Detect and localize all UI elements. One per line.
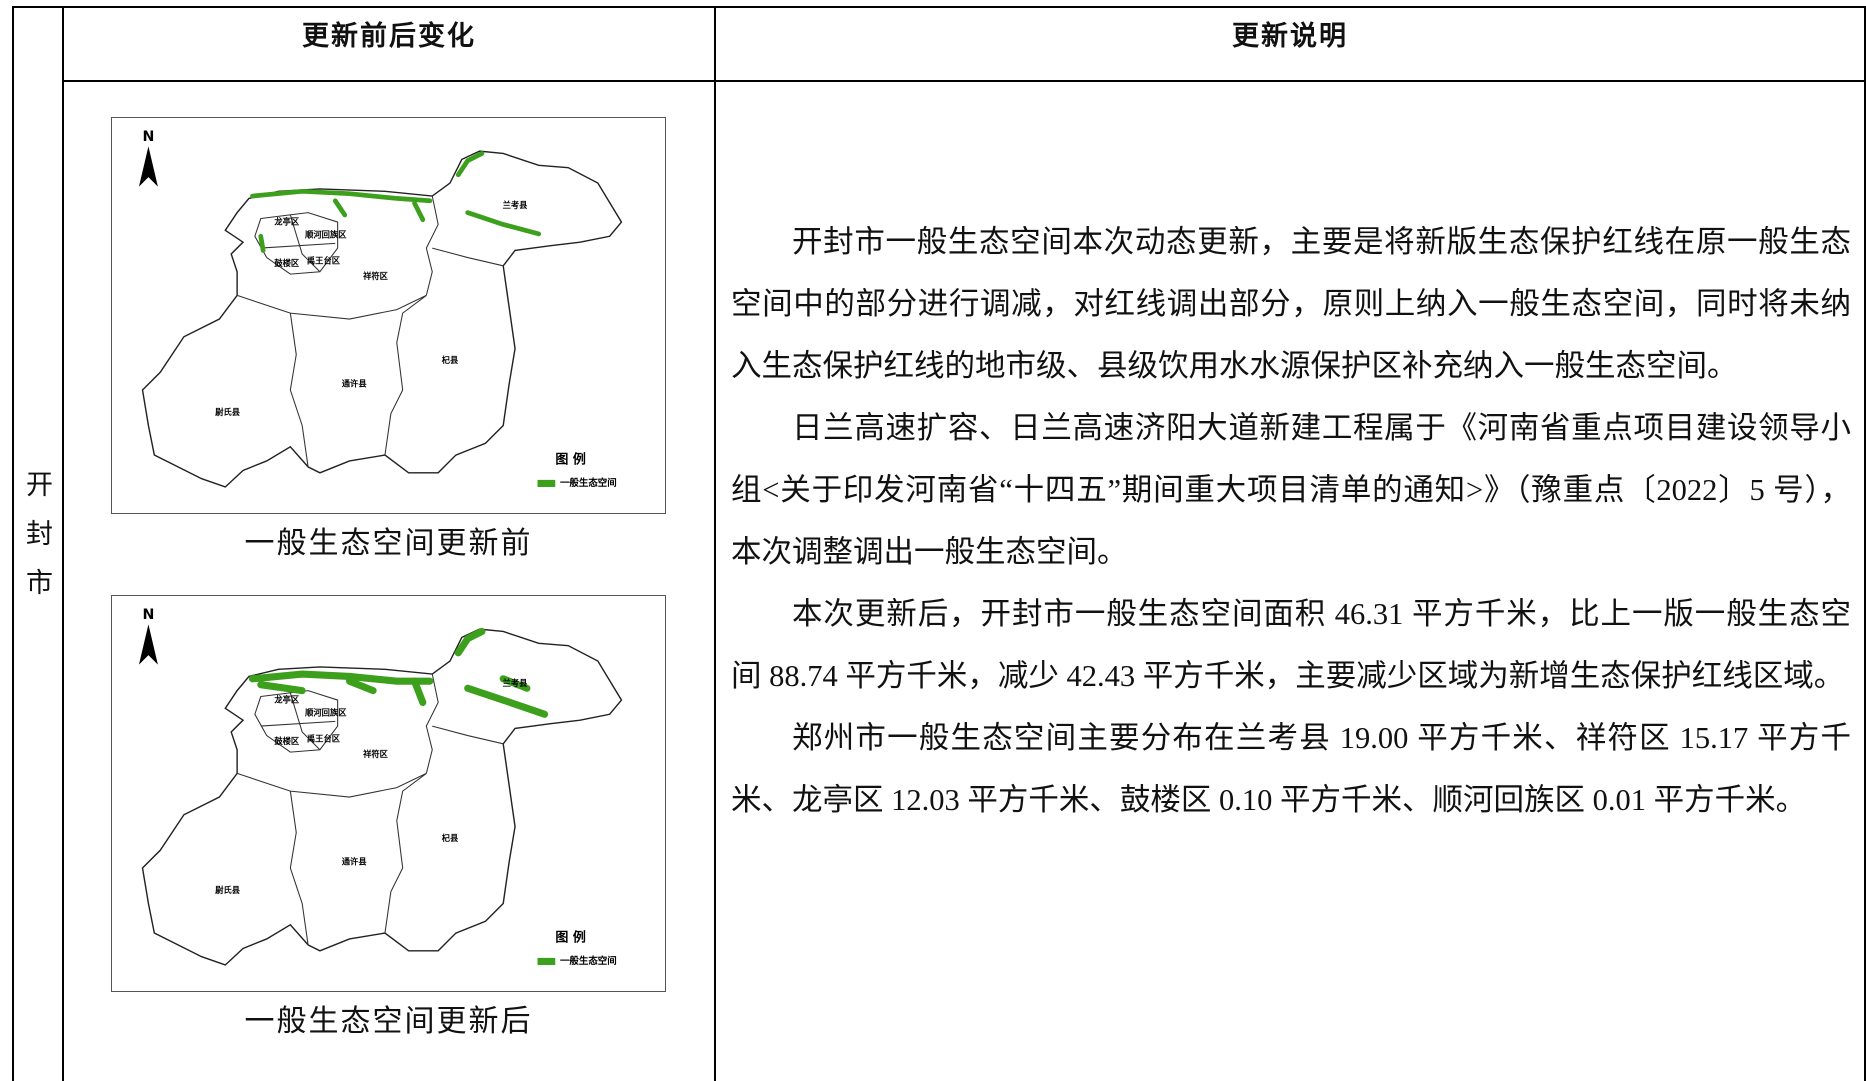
north-arrow xyxy=(138,624,158,665)
eco-space xyxy=(332,198,348,218)
district-border xyxy=(432,725,504,745)
paragraph: 郑州市一般生态空间主要分布在兰考县 19.00 平方千米、祥符区 15.17 平… xyxy=(731,721,1851,817)
legend-title: 图 例 xyxy=(555,929,586,945)
eco-space xyxy=(345,677,377,695)
eco-space xyxy=(465,210,542,237)
eco-space xyxy=(412,200,426,223)
district-border xyxy=(236,294,427,320)
header-cell: 更新说明 xyxy=(1232,21,1348,51)
map-label: 顺河回族区 xyxy=(305,708,347,718)
district-border xyxy=(289,214,321,273)
eco-space xyxy=(454,627,486,657)
north-arrow xyxy=(138,146,158,187)
map-outline xyxy=(141,628,623,966)
map-label: 杞县 xyxy=(442,355,459,365)
map-label: 尉氏县 xyxy=(215,407,240,417)
district-border xyxy=(425,673,439,774)
table-border xyxy=(1864,6,1866,1081)
legend-item: 一般生态空间 xyxy=(560,477,617,489)
eco-space xyxy=(258,233,266,253)
paragraph: 本次更新后，开封市一般生态空间面积 46.31 平方千米，比上一版一般生态空间 … xyxy=(731,597,1851,693)
district-border xyxy=(432,247,504,267)
map-label: 龙亭区 xyxy=(273,217,300,227)
district-border xyxy=(260,720,336,727)
table-border xyxy=(12,6,1866,8)
map-figure: N 兰考县龙亭区 顺河回族区鼓楼区 禹王台区祥符区通许县 杞县尉氏县图 例一般生态空间 xyxy=(111,117,666,514)
paragraph: 日兰高速扩容、日兰高速济阳大道新建工程属于《河南省重点项目建设领导小组<关于印发… xyxy=(731,411,1851,569)
north-label: N xyxy=(142,129,154,145)
eco-space xyxy=(464,684,549,718)
legend-swatch xyxy=(537,479,556,487)
table-border xyxy=(714,6,716,1081)
district-border xyxy=(425,195,439,296)
paragraph: 开封市一般生态空间本次动态更新，主要是将新版生态保护红线在原一般生态空间中的部分… xyxy=(731,225,1851,383)
figure-caption: 一般生态空间更新前 xyxy=(244,527,533,560)
map-label: 祥符区 xyxy=(363,749,389,759)
district-border xyxy=(289,313,309,467)
map-label: 通许县 xyxy=(342,379,367,389)
eco-space xyxy=(257,681,306,695)
north-label: N xyxy=(142,607,154,623)
district-border xyxy=(260,242,336,249)
map-label: 兰考县 xyxy=(503,678,528,688)
map-label: 禹王台区 xyxy=(307,734,341,744)
map-label: 兰考县 xyxy=(503,200,528,210)
table-border xyxy=(62,6,64,1081)
header-cell: 更新前后变化 xyxy=(302,21,476,51)
district-border xyxy=(289,692,321,751)
district-border xyxy=(236,772,427,798)
row-label: 开封市 xyxy=(22,470,52,617)
table-border xyxy=(62,80,1866,82)
map-label: 通许县 xyxy=(342,857,367,867)
map-label: 尉氏县 xyxy=(215,885,240,895)
description: 开封市一般生态空间本次动态更新，主要是将新版生态保护红线在原一般生态空间中的部分… xyxy=(731,211,1851,831)
eco-space xyxy=(250,188,433,204)
legend-title: 图 例 xyxy=(555,451,586,467)
map-label: 鼓楼区 xyxy=(274,736,300,746)
table-border xyxy=(12,6,14,1081)
map-label: 龙亭区 xyxy=(273,695,300,705)
eco-space xyxy=(455,151,485,178)
map-label: 鼓楼区 xyxy=(274,258,300,268)
legend-item: 一般生态空间 xyxy=(560,955,617,967)
district-border xyxy=(384,294,427,456)
eco-space xyxy=(499,675,531,692)
map-label: 杞县 xyxy=(442,833,459,843)
map-label: 禹王台区 xyxy=(307,256,341,266)
district-border xyxy=(289,791,309,945)
map-label: 顺河回族区 xyxy=(305,230,347,240)
map-label: 祥符区 xyxy=(363,271,389,281)
map-outline xyxy=(141,150,623,488)
eco-space xyxy=(248,670,434,685)
district-border xyxy=(384,772,427,934)
legend-swatch xyxy=(537,957,556,965)
map-figure: N 兰考县龙亭区 顺河回族区鼓楼区 禹王台区祥符区通许县 杞县尉氏县图 例一般生态空间 xyxy=(111,595,666,992)
district-border xyxy=(254,212,339,275)
eco-space xyxy=(410,677,427,706)
figure-caption: 一般生态空间更新后 xyxy=(244,1005,533,1038)
